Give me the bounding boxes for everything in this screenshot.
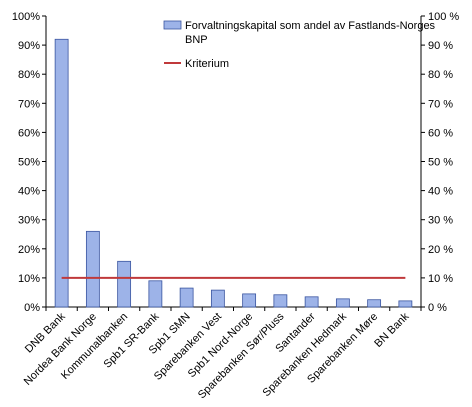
y-tick-label-right: 40 % [428, 186, 453, 198]
bar-6 [242, 293, 257, 308]
y-tick-label-right: 80 % [428, 69, 453, 81]
y-tick-label-left: 40% [18, 186, 40, 198]
bars-group [54, 38, 413, 308]
legend-label-criterion: Kriterium [185, 58, 229, 70]
x-tick-label-3: Spb1 SR-Bank [102, 310, 162, 370]
bar-0 [54, 38, 69, 308]
y-tick-label-right: 60 % [428, 127, 453, 139]
y-tick-label-left: 30% [18, 215, 40, 227]
bar-8 [304, 296, 319, 308]
y-axis-right: 0 % 10 % 20 % 30 % 40 % 50 % 60 % 70 % 80 % 90 % 1… [421, 11, 459, 314]
y-tick-label-left: 100% [12, 11, 40, 23]
legend-label-bar-line2: BNP [185, 34, 208, 46]
bar-10 [367, 299, 382, 308]
y-tick-label-right: 20 % [428, 244, 453, 256]
bar-4 [179, 287, 194, 308]
y-tick-label-left: 10% [18, 273, 40, 285]
y-tick-label-left: 20% [18, 244, 40, 256]
y-tick-label-right: 90 % [428, 40, 453, 52]
y-tick-label-left: 50% [18, 157, 40, 169]
y-tick-label-right: 50 % [428, 157, 453, 169]
y-tick-label-left: 0% [24, 302, 40, 314]
bar-7 [273, 294, 288, 308]
bar-9 [335, 298, 350, 308]
legend-swatch-bar [163, 20, 182, 30]
legend-label-bar-line1: Forvaltningskapital som andel av Fastlan… [185, 20, 436, 32]
bar-2 [117, 260, 132, 308]
y-tick-label-right: 70 % [428, 98, 453, 110]
y-axis-left: 0% 10% 20% 30% 40% 50% 60% 70% 80% 90% 100% [12, 11, 46, 314]
y-tick-label-left: 60% [18, 127, 40, 139]
y-tick-label-right: 10 % [428, 273, 453, 285]
y-tick-label-left: 90% [18, 40, 40, 52]
y-tick-label-left: 80% [18, 69, 40, 81]
bar-5 [210, 289, 225, 308]
bar-3 [148, 280, 163, 308]
plot-frame [45, 16, 422, 308]
legend: Forvaltningskapital som andel av Fastlan… [163, 20, 436, 70]
bar-11 [398, 300, 413, 308]
y-tick-label-right: 0 % [428, 302, 447, 314]
y-tick-label-right: 30 % [428, 215, 453, 227]
y-tick-label-left: 70% [18, 98, 40, 110]
x-tick-label-11: BN Bank [372, 310, 412, 350]
y-tick-label-right: 100 % [428, 11, 459, 23]
bar-1 [85, 230, 100, 308]
